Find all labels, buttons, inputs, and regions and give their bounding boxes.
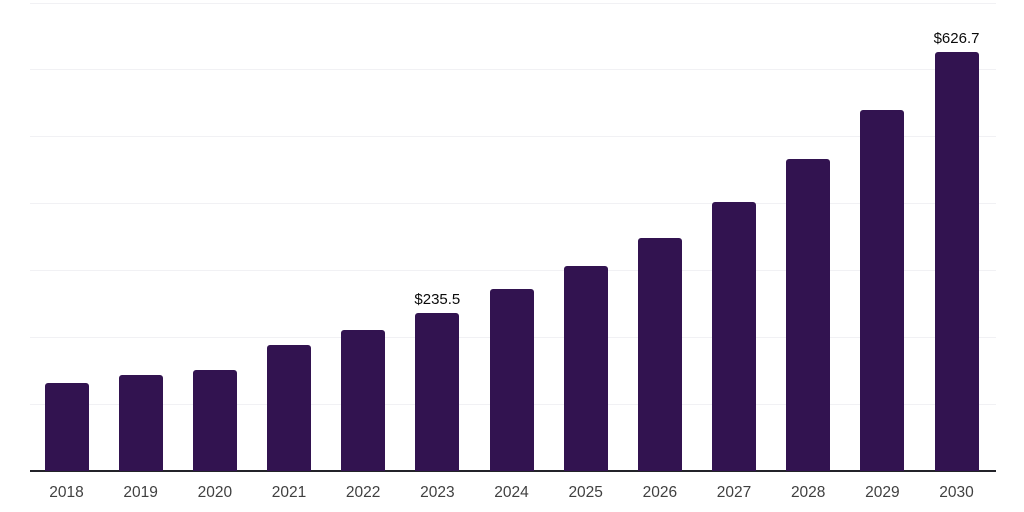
bar-2018 bbox=[44, 383, 89, 471]
bar-2019 bbox=[118, 374, 163, 471]
x-tick-label-2026: 2026 bbox=[642, 484, 678, 501]
gridline-400 bbox=[30, 203, 996, 205]
bar-2029 bbox=[860, 110, 905, 471]
x-tick-label-2023: 2023 bbox=[420, 484, 455, 501]
x-tick-label-2022: 2022 bbox=[345, 484, 381, 501]
x-axis-line bbox=[30, 470, 996, 472]
bar-2030 bbox=[934, 51, 979, 471]
plot-area: $235.5 $626.7 bbox=[30, 0, 996, 472]
x-tick-label-2020: 2020 bbox=[197, 484, 233, 501]
bar-2022 bbox=[341, 329, 386, 471]
x-tick-label-2027: 2027 bbox=[716, 484, 752, 501]
bar-2025 bbox=[563, 266, 608, 471]
bar-2028 bbox=[786, 159, 831, 471]
x-tick-label-2024: 2024 bbox=[494, 484, 529, 501]
bar-2027 bbox=[712, 201, 757, 471]
bar-value-label-2030: $626.7 bbox=[933, 29, 980, 47]
x-tick-label-2019: 2019 bbox=[123, 484, 158, 501]
bar-value-label-2023: $235.5 bbox=[414, 291, 461, 309]
x-tick-label-2018: 2018 bbox=[49, 484, 84, 501]
x-tick-label-2029: 2029 bbox=[865, 484, 900, 501]
gridline-300 bbox=[30, 270, 996, 272]
bar-2023 bbox=[415, 313, 460, 471]
x-tick-label-2028: 2028 bbox=[790, 484, 826, 501]
x-tick-label-2025: 2025 bbox=[568, 484, 603, 501]
bar-2026 bbox=[637, 238, 682, 471]
x-tick-label-2021: 2021 bbox=[271, 484, 307, 501]
gridline-600 bbox=[30, 69, 996, 71]
gridline-700 bbox=[30, 2, 996, 4]
gridline-500 bbox=[30, 136, 996, 138]
bar-2024 bbox=[489, 288, 534, 471]
x-tick-label-2030: 2030 bbox=[939, 484, 974, 501]
bar-2020 bbox=[192, 369, 237, 471]
bar-2021 bbox=[267, 344, 311, 471]
